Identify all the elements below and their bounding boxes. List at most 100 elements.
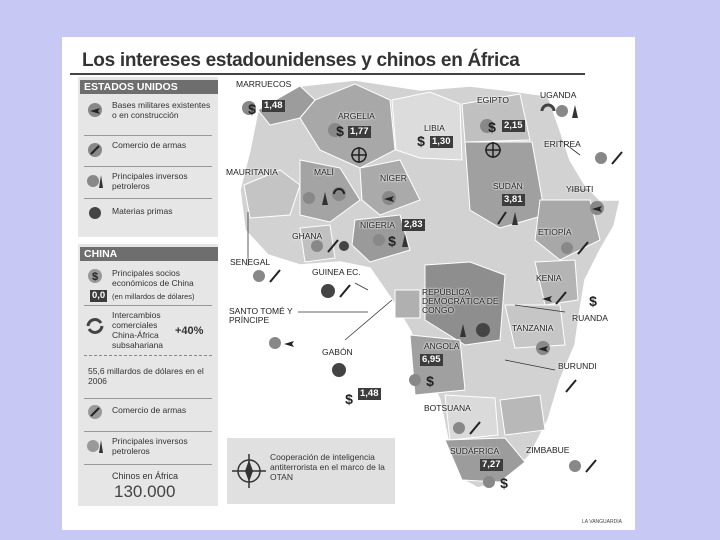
- nato-box-text: Cooperación de inteligencia antiterroris…: [270, 452, 385, 482]
- label-mauritania: MAURITANIA: [226, 167, 278, 177]
- china-partner-icon: $: [328, 123, 344, 138]
- china-partner-icon: $: [589, 293, 597, 308]
- legend-usa-bases: Bases militares existentes o en construc…: [112, 100, 211, 120]
- nato-compass-icon: [485, 142, 501, 158]
- legend-divider: [84, 166, 212, 167]
- china-partner-icon: $: [417, 133, 425, 148]
- label-gabon: GABÓN: [322, 347, 353, 357]
- legend-divider: [84, 355, 212, 356]
- country-kenia: [534, 259, 579, 306]
- oil-supplier-icon: [497, 211, 518, 225]
- label-guinea-ec: GUINEA EC.: [312, 267, 361, 277]
- oil-supplier-icon: [453, 421, 481, 435]
- label-botsuana: BOTSUANA: [424, 403, 471, 413]
- label-ruanda: RUANDA: [572, 313, 608, 323]
- oil-supplier-icon: [87, 175, 103, 188]
- svg-text:$: $: [426, 373, 434, 388]
- label-sudafrica: SUDÁFRICA: [450, 446, 500, 456]
- label-santo-tome: SANTO TOMÉ Y PRÍNCIPE: [229, 306, 293, 325]
- label-zimbabue: ZIMBABUE: [526, 445, 570, 455]
- value-angola: 6,95: [420, 354, 443, 366]
- label-argelia: ARGELIA: [338, 111, 375, 121]
- value-gabon: 1,48: [358, 388, 381, 400]
- country-mali: [299, 159, 361, 223]
- label-nigeria: NIGERIA: [360, 220, 395, 230]
- china-partner-icon: $: [242, 101, 256, 116]
- china-partner-icon: $: [88, 269, 102, 283]
- legend-usa-raw: Materias primas: [112, 206, 173, 216]
- legend-divider: [84, 305, 212, 306]
- arms-trade-icon: [253, 269, 281, 283]
- legend-usa-oil: Principales inversos petroleros: [112, 171, 188, 191]
- label-ghana: GHANA: [292, 231, 323, 241]
- legend-china-unit-text: (en millardos de dólares): [112, 292, 195, 301]
- value-egipto: 2,15: [502, 120, 525, 132]
- label-yibuti: YIBUTI: [566, 184, 594, 194]
- arms-trade-icon: [88, 143, 102, 157]
- china-arms-icon: [88, 405, 102, 419]
- military-base-icon: [536, 341, 550, 355]
- legend-china-oil: Principales inversos petroleros: [112, 436, 188, 456]
- oil-supplier-icon: [303, 192, 328, 205]
- legend-divider: [84, 464, 212, 465]
- nato-compass-icon: [232, 454, 266, 488]
- trade-arrows-icon: [332, 187, 346, 201]
- legend-china-trade-total: 55,6 millardos de dólares en el 2006: [88, 366, 204, 386]
- arms-trade-icon: [311, 239, 349, 253]
- label-uganda: UGANDA: [540, 90, 577, 100]
- credit-label: LA VANGUARDIA: [582, 519, 622, 525]
- oil-supplier-icon: $: [373, 233, 408, 248]
- usa-legend-header: ESTADOS UNIDOS: [80, 80, 218, 94]
- china-legend-panel: [78, 244, 218, 506]
- china-legend-header: CHINA: [80, 247, 218, 261]
- title-rule: [70, 73, 585, 75]
- svg-text:$: $: [488, 119, 496, 134]
- country-sudan: [464, 141, 546, 229]
- country-gabon: [394, 289, 421, 319]
- leader-line-guinea: [354, 282, 369, 291]
- country-mauritania: [243, 169, 301, 219]
- label-niger: NÍGER: [380, 173, 407, 183]
- country-zimbabue: [499, 394, 546, 436]
- china-partner-icon: $: [483, 475, 508, 490]
- china-oil-icon: [87, 440, 103, 453]
- raw-materials-icon: [89, 207, 101, 219]
- nato-compass-icon: [351, 147, 367, 163]
- svg-text:$: $: [345, 391, 353, 406]
- china-partner-icon: $: [480, 119, 496, 134]
- value-libia: 1,30: [430, 136, 453, 148]
- label-mali: MALÍ: [314, 167, 334, 177]
- military-base-icon: [88, 103, 102, 117]
- leader-line-ruanda: [514, 304, 566, 313]
- leader-line-gabon: [344, 299, 393, 341]
- svg-text:$: $: [248, 101, 256, 116]
- china-partner-icon: $: [345, 391, 353, 406]
- legend-divider: [84, 431, 212, 432]
- legend-divider: [84, 135, 212, 136]
- country-niger: [359, 159, 421, 216]
- oil-supplier-icon: [460, 323, 490, 337]
- legend-china-trade-pct: +40%: [175, 325, 204, 337]
- country-tanzania: [504, 304, 566, 349]
- country-argelia: [299, 83, 396, 169]
- value-sudafrica: 7,27: [480, 459, 503, 471]
- label-kenia: KENIA: [536, 273, 562, 283]
- country-etiopia: [534, 199, 601, 261]
- value-argelia: 1,77: [348, 126, 371, 138]
- usa-legend-panel: [78, 77, 218, 237]
- legend-china-partners: Principales socios económicos de China: [112, 268, 194, 288]
- svg-text:$: $: [500, 475, 508, 490]
- label-libia: LIBIA: [424, 123, 445, 133]
- legend-china-people-value: 130.000: [114, 482, 176, 501]
- label-marruecos: MARRUECOS: [236, 79, 292, 89]
- svg-text:$: $: [336, 123, 344, 138]
- label-angola: ANGOLA: [424, 341, 460, 351]
- china-partner-icon: $: [409, 373, 434, 388]
- military-base-icon: [269, 337, 294, 349]
- arms-trade-icon: [561, 241, 589, 255]
- arms-trade-icon: [542, 291, 567, 305]
- arms-trade-icon: [565, 379, 577, 393]
- legend-china-people-label: Chinos en África: [112, 471, 179, 481]
- label-senegal: SENEGAL: [230, 257, 271, 267]
